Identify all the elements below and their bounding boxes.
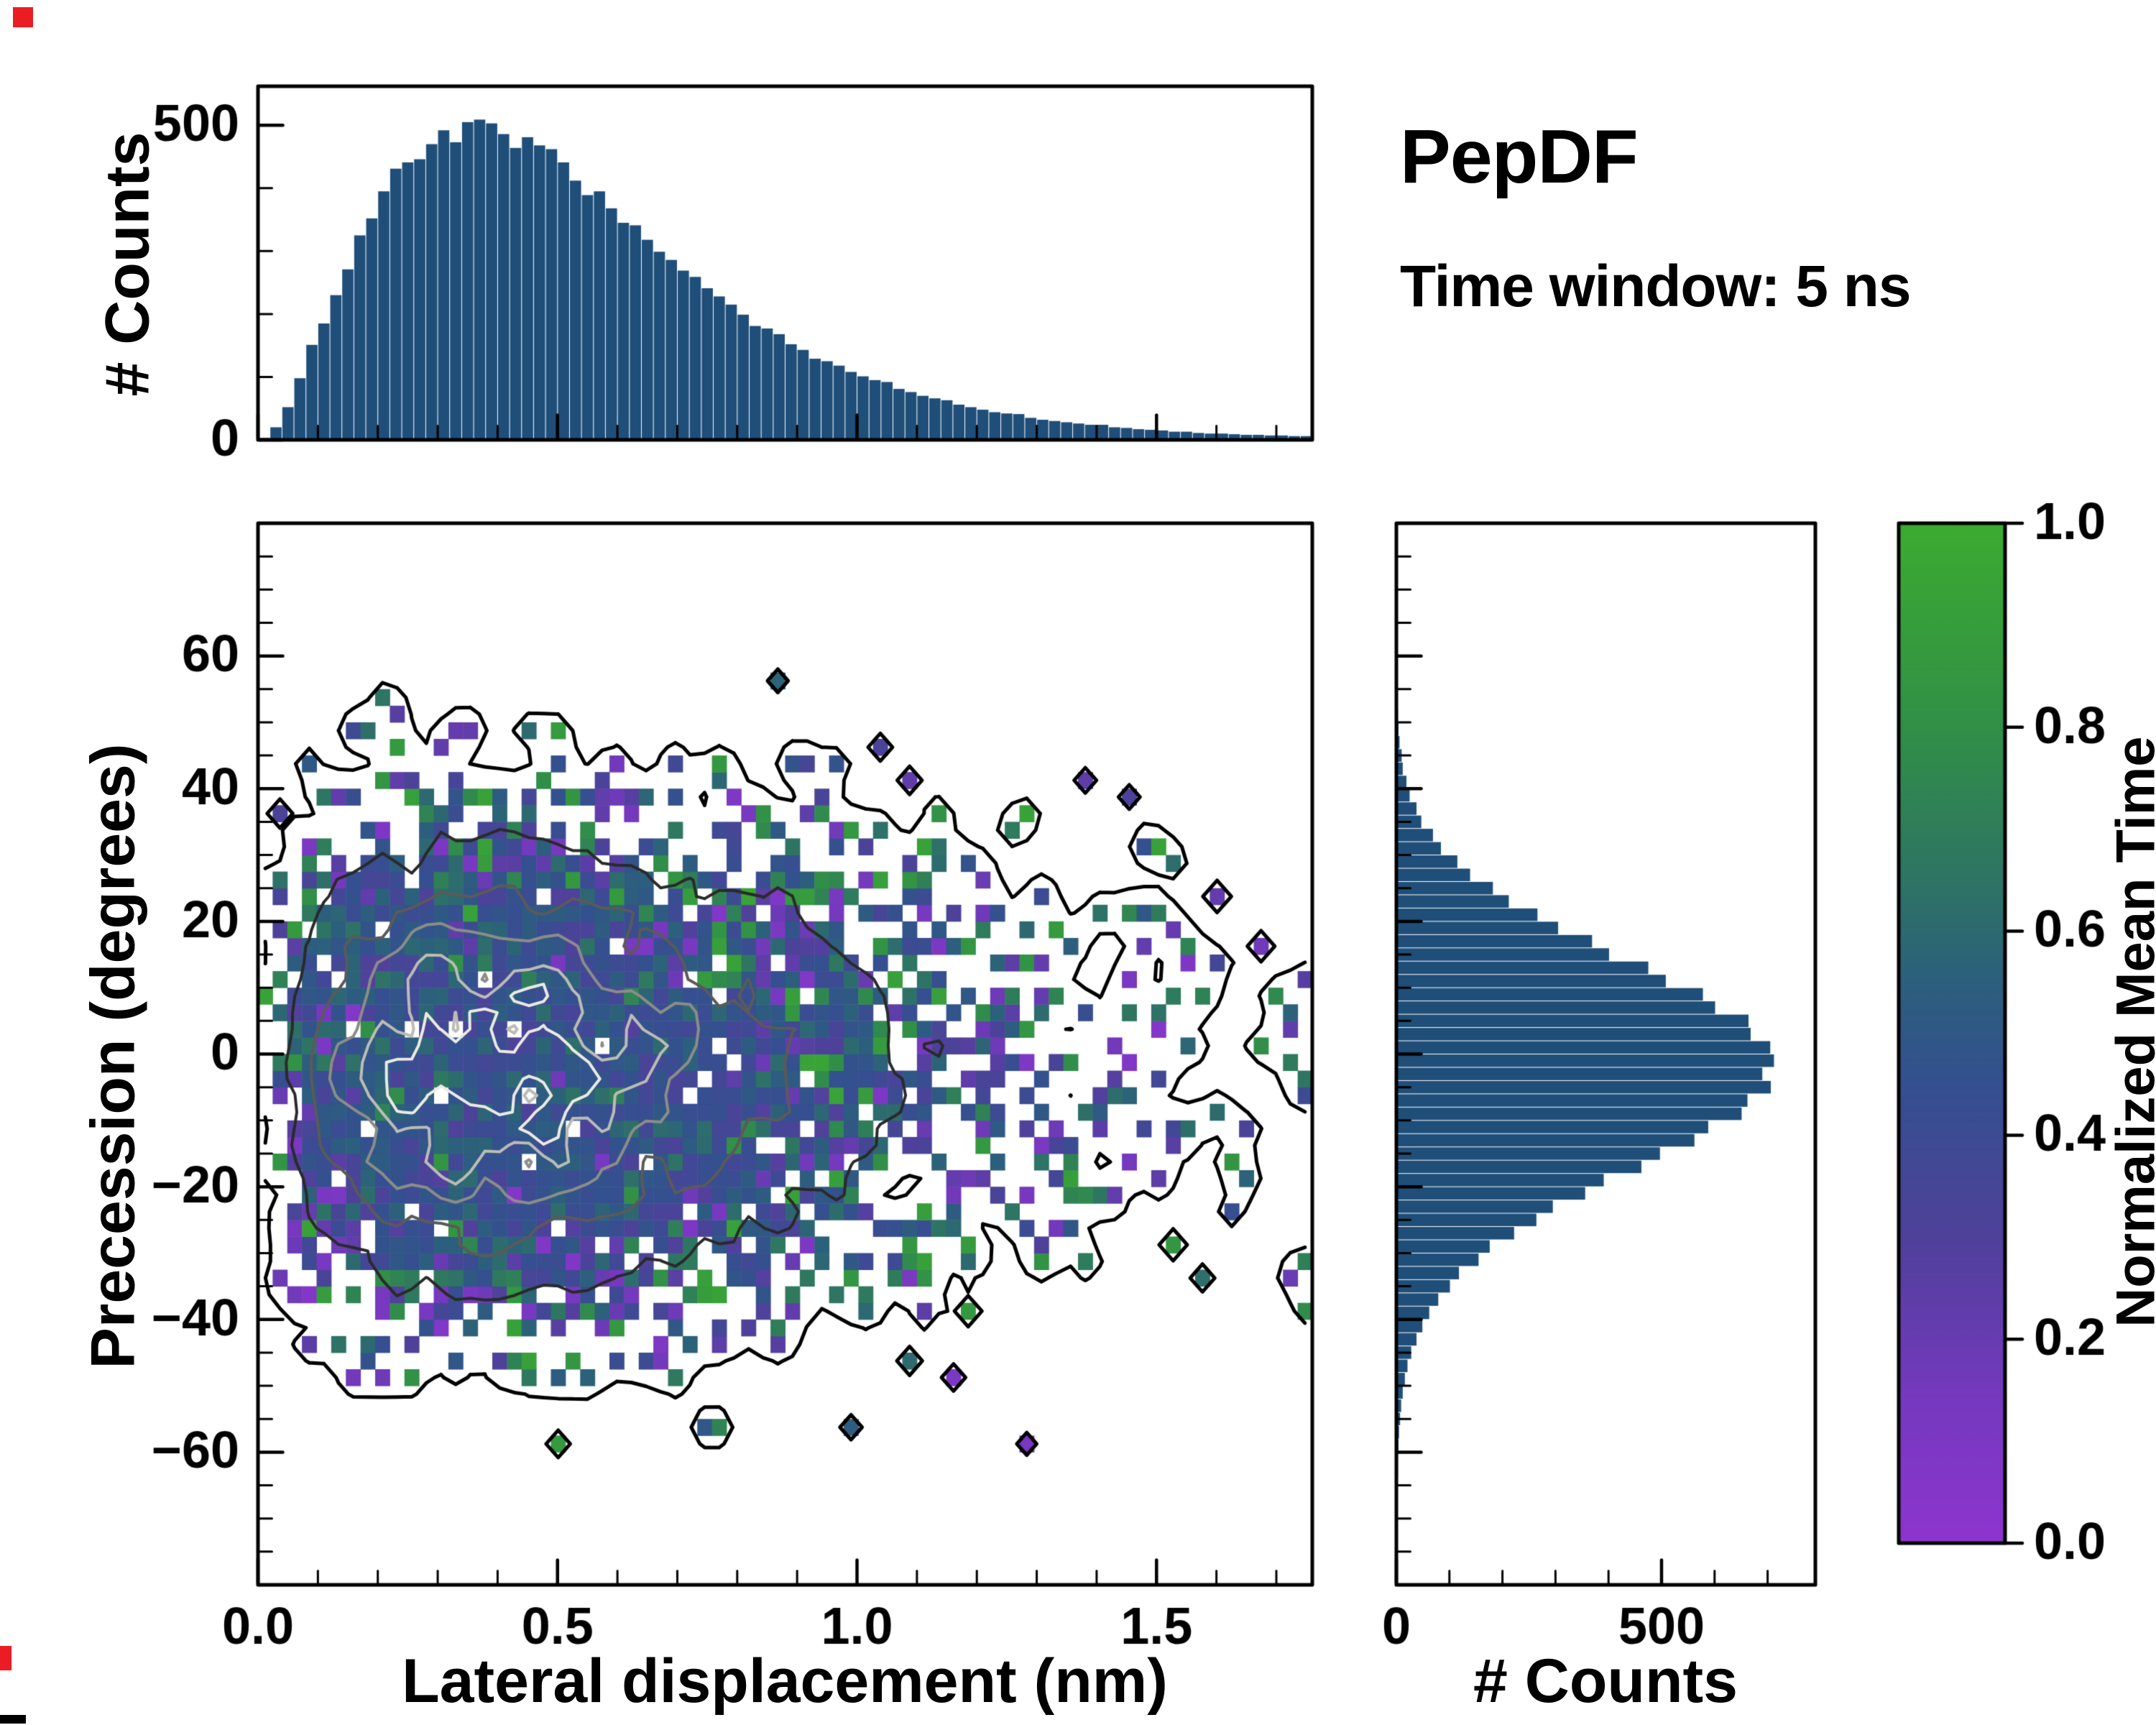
screen-artifact-red-left xyxy=(0,1646,11,1670)
plot-subtitle: Time window: 5 ns xyxy=(1400,254,1911,319)
main-ylabel: Precession (degrees) xyxy=(78,743,148,1369)
screen-artifact-red-top xyxy=(13,7,33,27)
screen-artifact-corner xyxy=(0,1715,26,1724)
colorbar-label: Normalized Mean Time xyxy=(2105,736,2156,1328)
right-hist-xlabel: # Counts xyxy=(1473,1647,1738,1716)
plot-title: PepDF xyxy=(1400,114,1639,199)
top-hist-ylabel: # Counts xyxy=(93,132,162,397)
main-xlabel: Lateral displacement (nm) xyxy=(402,1647,1168,1716)
